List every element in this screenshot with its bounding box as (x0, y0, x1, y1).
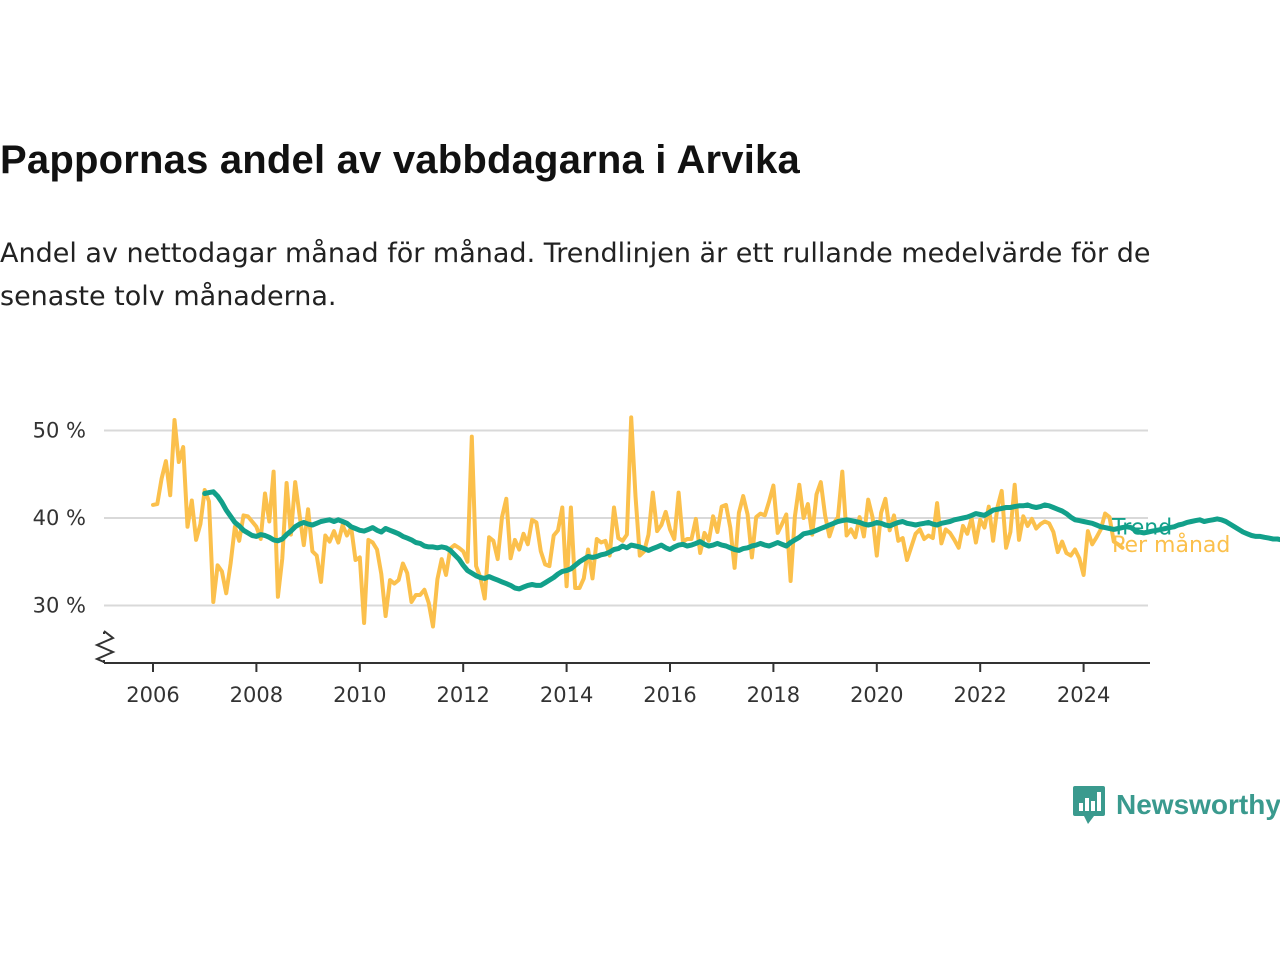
y-axis: 30 % 40 % 50 % (33, 419, 105, 663)
x-tick-label: 2024 (1057, 683, 1110, 707)
bar-chart-speech-icon (1073, 786, 1105, 824)
chart-subtitle: Andel av nettodagar månad för månad. Tre… (0, 238, 1151, 312)
y-tick-label: 40 % (33, 506, 86, 530)
axis-break-icon (94, 630, 116, 663)
x-tick-label: 2022 (953, 683, 1006, 707)
chart-title: Pappornas andel av vabbdagarna i Arvika (0, 138, 800, 182)
series-label-trend: Trend (1111, 515, 1172, 540)
x-tick-label: 2020 (850, 683, 903, 707)
x-tick-label: 2010 (333, 683, 386, 707)
brand-logo: Newsworthy (1072, 784, 1280, 826)
x-tick-label: 2014 (540, 683, 593, 707)
y-tick-label: 50 % (33, 419, 86, 443)
x-tick-label: 2018 (747, 683, 800, 707)
x-tick-label: 2012 (436, 683, 489, 707)
series-lines (151, 415, 1280, 629)
x-axis: 2006 2008 2010 2012 2014 2016 2018 2020 2022 2024 (104, 662, 1150, 707)
x-tick-label: 2006 (126, 683, 179, 707)
x-tick-label: 2016 (643, 683, 696, 707)
series-line-trend (202, 489, 1280, 592)
x-tick-label: 2008 (230, 683, 283, 707)
series-line-per-manad (151, 415, 1125, 629)
series-label-per-manad: Per månad (1112, 532, 1230, 558)
brand-name: Newsworthy (1116, 789, 1280, 820)
y-tick-label: 30 % (33, 594, 86, 618)
